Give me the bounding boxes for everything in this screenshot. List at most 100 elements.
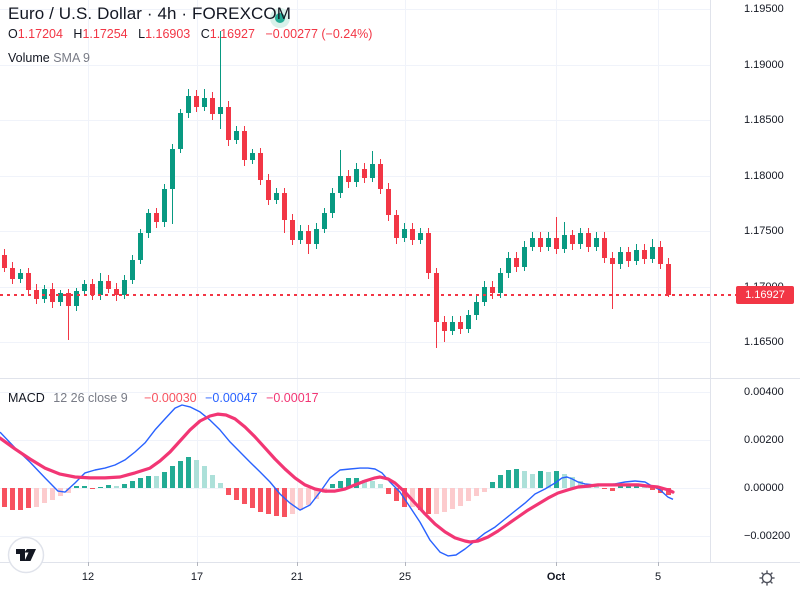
macd-histogram-bar: [242, 488, 247, 504]
candle: [546, 237, 551, 247]
macd-histogram-bar: [258, 488, 263, 512]
candle: [498, 273, 503, 294]
candle: [130, 259, 135, 280]
candle: [522, 246, 527, 267]
candle: [258, 153, 263, 180]
candle-wick: [68, 288, 69, 340]
macd-histogram-bar: [114, 485, 119, 488]
settings-gear-icon[interactable]: [756, 567, 778, 589]
symbol-title[interactable]: Euro / U.S. Dollar · 4h · FOREXCOM: [8, 4, 292, 23]
candle-wick: [220, 31, 221, 129]
last-price-badge: 1.16927: [736, 285, 794, 304]
candle: [10, 267, 15, 279]
macd-histogram-bar: [186, 456, 191, 488]
market-status-dot-icon[interactable]: [275, 13, 285, 23]
macd-histogram-bar: [442, 488, 447, 512]
horizontal-gridline: [0, 231, 710, 232]
volume-label: Volume: [8, 51, 50, 65]
candle: [82, 284, 87, 291]
high-label: H: [73, 27, 83, 41]
macd-legend[interactable]: MACD 12 26 close 9 −0.00030 −0.00047 −0.…: [8, 391, 324, 405]
candle: [666, 263, 671, 295]
candle: [98, 280, 103, 296]
macd-histogram-bar: [538, 470, 543, 488]
macd-histogram-bar: [202, 466, 207, 488]
time-tick-label: 5: [654, 571, 662, 583]
volume-legend[interactable]: Volume SMA 9: [8, 51, 90, 65]
macd-histogram-bar: [74, 486, 79, 488]
candle: [138, 233, 143, 260]
macd-histogram-bar: [618, 486, 623, 488]
change-value: −0.00277 (−0.24%): [265, 27, 373, 41]
candle: [362, 168, 367, 178]
last-price-line: [0, 293, 736, 296]
time-tick-label: 21: [290, 571, 304, 583]
macd-histogram-bar: [370, 481, 375, 488]
macd-histogram-bar: [2, 488, 7, 508]
vertical-gridline: [405, 0, 406, 562]
candle: [370, 164, 375, 178]
macd-histogram-bar: [194, 459, 199, 488]
candle: [26, 273, 31, 290]
macd-histogram-bar: [434, 488, 439, 514]
macd-histogram-bar: [330, 484, 335, 488]
candle: [578, 233, 583, 245]
macd-histogram-bar: [650, 488, 655, 491]
macd-histogram-bar: [130, 481, 135, 488]
candle: [186, 95, 191, 114]
macd-histogram-bar: [98, 486, 103, 488]
candle: [234, 131, 239, 140]
macd-histogram-bar: [610, 488, 615, 491]
macd-pane[interactable]: [0, 378, 710, 562]
volume-param: SMA 9: [53, 51, 91, 65]
macd-histogram-bar: [394, 488, 399, 502]
macd-histogram-bar: [482, 488, 487, 492]
candle: [170, 148, 175, 189]
macd-histogram-bar: [322, 488, 327, 493]
macd-histogram-bar: [450, 488, 455, 510]
candle: [290, 219, 295, 240]
pane-separator[interactable]: [0, 378, 800, 379]
candle: [242, 131, 247, 160]
time-tick-mark: [88, 562, 89, 566]
horizontal-gridline: [0, 120, 710, 121]
macd-histogram-bar: [410, 488, 415, 507]
macd-histogram-bar: [386, 488, 391, 494]
macd-histogram-bar: [530, 473, 535, 488]
candle: [266, 179, 271, 200]
macd-histogram-bar: [250, 488, 255, 509]
horizontal-gridline: [0, 9, 710, 10]
candle: [378, 164, 383, 189]
macd-histogram-bar: [82, 485, 87, 488]
candle: [570, 235, 575, 245]
time-axis-separator: [0, 562, 800, 563]
low-value: 1.16903: [145, 27, 191, 41]
macd-histogram-bar: [338, 480, 343, 488]
candlestick-pane[interactable]: [0, 0, 710, 378]
macd-histogram-bar: [554, 471, 559, 488]
candle: [226, 106, 231, 140]
horizontal-gridline: [0, 342, 710, 343]
candle-wick: [612, 252, 613, 309]
candle: [586, 233, 591, 247]
price-tick-label: 1.18000: [744, 169, 784, 182]
macd-histogram-bar: [378, 484, 383, 488]
candle: [450, 322, 455, 331]
symbol-legend[interactable]: Euro / U.S. Dollar · 4h · FOREXCOM: [8, 4, 291, 24]
candle: [18, 273, 23, 279]
macd-histogram-bar: [50, 488, 55, 500]
tradingview-logo[interactable]: [7, 536, 45, 574]
macd-histogram-bar: [90, 488, 95, 490]
macd-line-value: −0.00047: [205, 391, 258, 405]
candle: [66, 293, 71, 307]
candle: [106, 280, 111, 289]
macd-histogram-bar: [282, 488, 287, 517]
macd-histogram-bar: [66, 488, 71, 493]
candle: [562, 235, 567, 249]
macd-histogram-bar: [218, 483, 223, 488]
macd-histogram-bar: [626, 484, 631, 488]
price-tick-label: 1.19500: [744, 3, 784, 15]
time-tick-mark: [297, 562, 298, 566]
macd-histogram-bar: [26, 488, 31, 509]
macd-params: 12 26 close 9: [53, 391, 128, 405]
